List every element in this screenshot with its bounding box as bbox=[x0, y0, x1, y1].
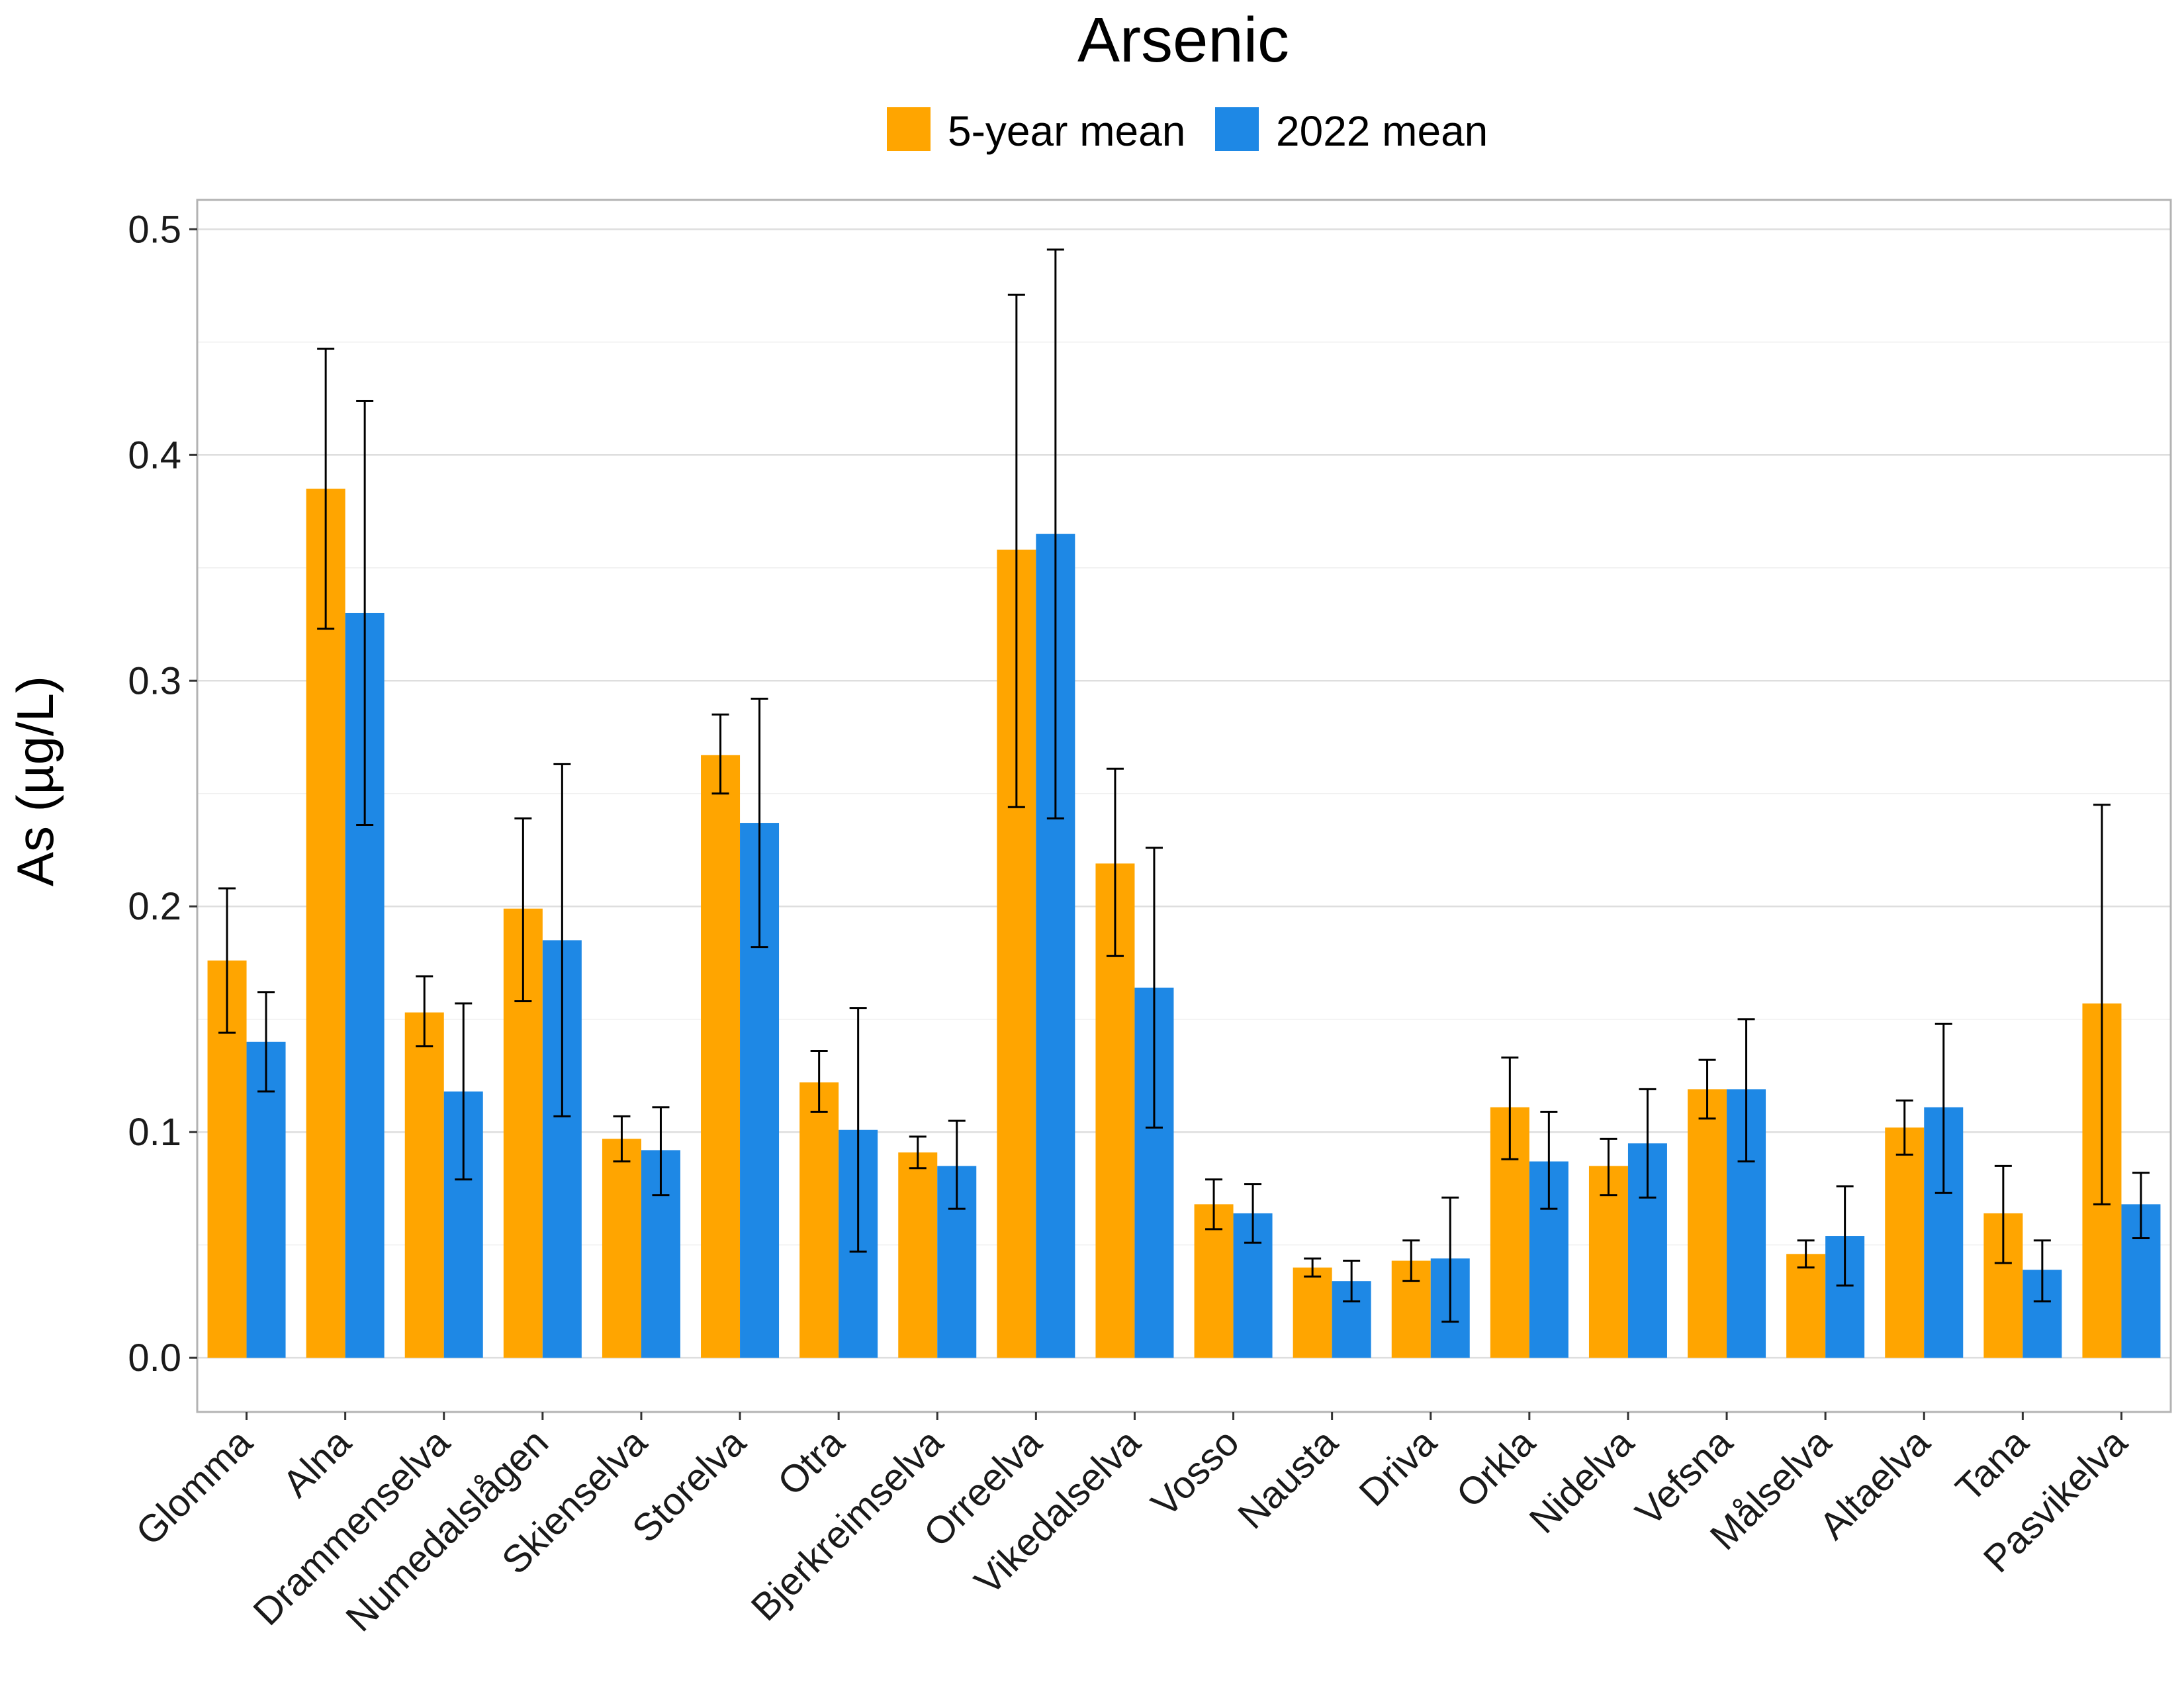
error-bar-numedalslagen-5-year-mean bbox=[514, 817, 532, 1002]
error-bars bbox=[218, 248, 2150, 1323]
error-bar-driva-5-year-mean bbox=[1402, 1239, 1420, 1282]
error-bar-orkla-2022-mean bbox=[1540, 1111, 1558, 1210]
plot-panel-border bbox=[196, 199, 2172, 1413]
x-tick-label-otra: Otra bbox=[770, 1421, 853, 1504]
error-bar-malselva-5-year-mean bbox=[1797, 1239, 1815, 1269]
error-bar-alna-5-year-mean bbox=[317, 348, 335, 630]
error-bar-vikedalselva-2022-mean bbox=[1145, 847, 1163, 1129]
error-bar-bjerkreimselva-2022-mean bbox=[948, 1119, 966, 1210]
bar-drammenselva-5-year-mean bbox=[404, 1012, 444, 1358]
bar-storelva-5-year-mean bbox=[701, 755, 741, 1358]
bar-glomma-2022-mean bbox=[246, 1041, 286, 1358]
error-bar-glomma-2022-mean bbox=[257, 991, 275, 1093]
error-bar-skienselva-5-year-mean bbox=[613, 1115, 631, 1163]
y-tick-label: 0.0 bbox=[128, 1336, 181, 1380]
y-tick-label: 0.4 bbox=[128, 434, 181, 477]
error-bar-altaelva-2022-mean bbox=[1934, 1023, 1952, 1194]
error-bar-pasvikelva-2022-mean bbox=[2132, 1172, 2150, 1239]
y-axis: 0.0 0.1 0.2 0.3 0.4 0.5 bbox=[128, 208, 197, 1380]
y-tick-label: 0.1 bbox=[128, 1111, 181, 1154]
error-bar-drammenselva-2022-mean bbox=[455, 1002, 473, 1181]
error-bar-orkla-5-year-mean bbox=[1501, 1056, 1519, 1160]
error-bar-vosso-5-year-mean bbox=[1205, 1178, 1223, 1231]
error-bar-otra-5-year-mean bbox=[810, 1049, 828, 1113]
y-axis-title: As (µg/L) bbox=[6, 676, 64, 886]
x-tick-label-nausta: Nausta bbox=[1230, 1421, 1346, 1537]
gridlines bbox=[197, 228, 2171, 1359]
x-tick-label-driva: Driva bbox=[1351, 1421, 1445, 1515]
y-tick-label: 0.3 bbox=[128, 659, 181, 702]
bar-malselva-5-year-mean bbox=[1786, 1254, 1826, 1358]
x-tick-label-alna: Alna bbox=[275, 1421, 360, 1506]
bar-vefsna-5-year-mean bbox=[1688, 1089, 1727, 1358]
error-bar-vikedalselva-5-year-mean bbox=[1106, 767, 1124, 957]
legend-swatch-5-year-mean bbox=[887, 107, 931, 151]
bars bbox=[207, 489, 2161, 1358]
error-bar-nidelva-5-year-mean bbox=[1600, 1137, 1617, 1197]
x-tick-label-tana: Tana bbox=[1948, 1421, 2037, 1510]
legend: 5-year mean 2022 mean bbox=[887, 107, 1488, 155]
bar-otra-5-year-mean bbox=[799, 1082, 839, 1358]
x-axis: Glomma AlnaDrammenselvaNumedalslågenSkien… bbox=[128, 1412, 2136, 1640]
error-bar-drammenselva-5-year-mean bbox=[416, 975, 433, 1048]
error-bar-storelva-2022-mean bbox=[751, 698, 768, 949]
error-bar-otra-2022-mean bbox=[849, 1007, 867, 1253]
x-tick-label-orkla: Orkla bbox=[1448, 1421, 1543, 1516]
error-bar-malselva-2022-mean bbox=[1836, 1185, 1854, 1287]
legend-label-5-year-mean: 5-year mean bbox=[948, 107, 1185, 155]
legend-swatch-2022-mean bbox=[1215, 107, 1259, 151]
error-bar-orreelva-2022-mean bbox=[1046, 248, 1064, 820]
y-tick-label: 0.2 bbox=[128, 885, 181, 928]
error-bar-tana-2022-mean bbox=[2033, 1239, 2051, 1303]
error-bar-tana-5-year-mean bbox=[1994, 1164, 2012, 1264]
error-bar-nidelva-2022-mean bbox=[1639, 1088, 1657, 1199]
error-bar-vosso-2022-mean bbox=[1244, 1183, 1262, 1244]
error-bar-glomma-5-year-mean bbox=[218, 887, 236, 1034]
error-bar-orreelva-5-year-mean bbox=[1007, 293, 1025, 808]
x-tick-label-glomma: Glomma bbox=[128, 1421, 261, 1554]
error-bar-nausta-2022-mean bbox=[1343, 1260, 1361, 1303]
error-bar-vefsna-5-year-mean bbox=[1698, 1058, 1716, 1120]
error-bar-skienselva-2022-mean bbox=[652, 1106, 670, 1197]
error-bar-vefsna-2022-mean bbox=[1737, 1018, 1755, 1163]
error-bar-bjerkreimselva-5-year-mean bbox=[909, 1135, 927, 1170]
y-tick-label: 0.5 bbox=[128, 208, 181, 251]
chart-title: Arsenic bbox=[1077, 5, 1289, 75]
bar-alna-5-year-mean bbox=[306, 489, 345, 1358]
error-bar-driva-2022-mean bbox=[1441, 1196, 1459, 1323]
error-bar-nausta-5-year-mean bbox=[1304, 1257, 1322, 1278]
error-bar-altaelva-5-year-mean bbox=[1895, 1099, 1913, 1156]
bar-nidelva-5-year-mean bbox=[1588, 1166, 1628, 1358]
legend-label-2022-mean: 2022 mean bbox=[1276, 107, 1488, 155]
error-bar-storelva-5-year-mean bbox=[711, 713, 729, 795]
bar-altaelva-5-year-mean bbox=[1885, 1127, 1925, 1358]
x-tick-label-altaelva: Altaelva bbox=[1811, 1421, 1938, 1548]
bar-bjerkreimselva-5-year-mean bbox=[898, 1152, 938, 1358]
x-tick-label-nidelva: Nidelva bbox=[1521, 1421, 1642, 1542]
bar-nausta-5-year-mean bbox=[1293, 1267, 1332, 1358]
error-bar-numedalslagen-2022-mean bbox=[553, 763, 571, 1117]
bar-skienselva-5-year-mean bbox=[602, 1139, 641, 1358]
error-bar-pasvikelva-5-year-mean bbox=[2093, 804, 2111, 1205]
error-bar-alna-2022-mean bbox=[356, 399, 374, 826]
